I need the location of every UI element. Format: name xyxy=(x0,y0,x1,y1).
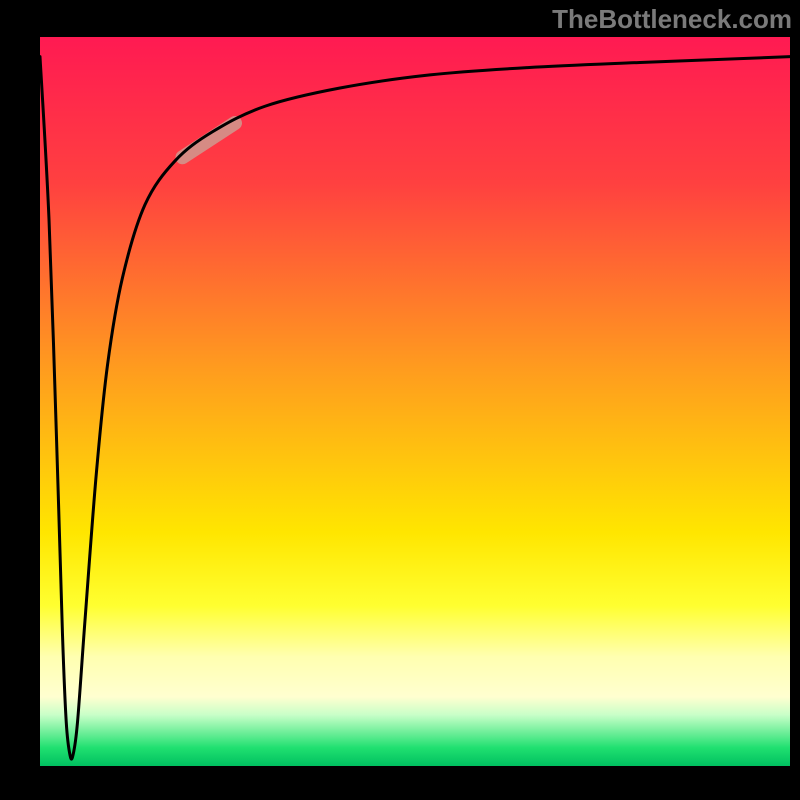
highlight-band xyxy=(183,123,236,157)
curve-layer xyxy=(0,0,800,800)
attribution-text: TheBottleneck.com xyxy=(552,4,792,35)
bottleneck-curve xyxy=(40,57,790,759)
